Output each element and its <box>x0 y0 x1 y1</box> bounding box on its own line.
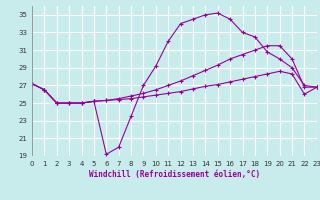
X-axis label: Windchill (Refroidissement éolien,°C): Windchill (Refroidissement éolien,°C) <box>89 170 260 179</box>
